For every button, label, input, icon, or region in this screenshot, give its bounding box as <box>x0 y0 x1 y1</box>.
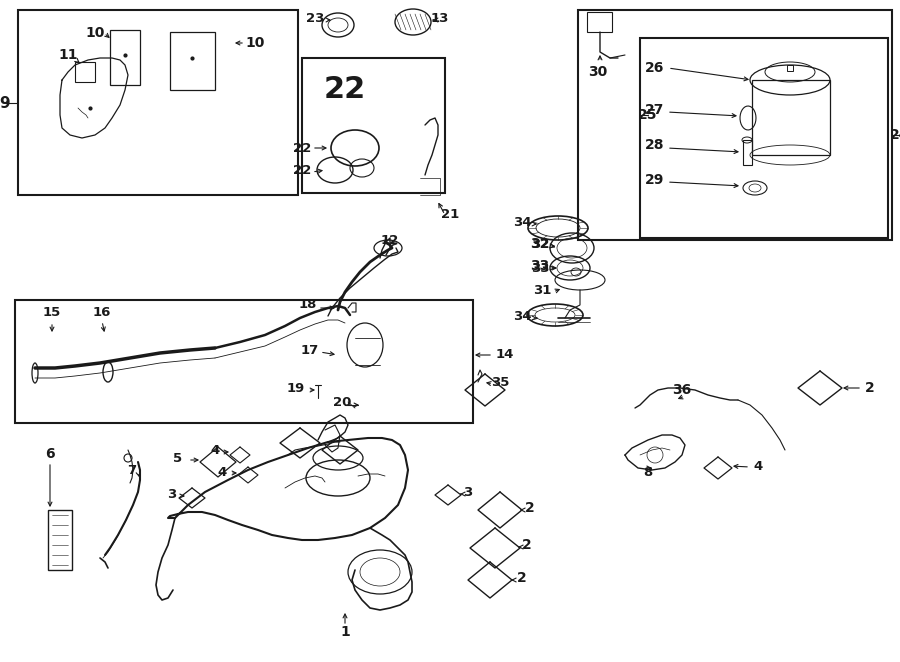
Text: 2: 2 <box>518 571 526 585</box>
Text: 20: 20 <box>333 397 351 410</box>
Text: 4: 4 <box>218 465 227 479</box>
Text: 17: 17 <box>301 344 320 357</box>
Text: 23: 23 <box>306 11 324 24</box>
Text: 33: 33 <box>531 261 549 275</box>
Text: 1: 1 <box>340 625 350 639</box>
Text: 35: 35 <box>491 375 509 389</box>
Text: 33: 33 <box>530 259 550 273</box>
Text: 15: 15 <box>43 307 61 320</box>
Text: 3: 3 <box>167 489 176 502</box>
Text: 32: 32 <box>531 238 549 250</box>
Text: 2: 2 <box>522 538 532 552</box>
Text: 22: 22 <box>324 75 366 105</box>
Text: 24: 24 <box>890 128 900 142</box>
Text: 6: 6 <box>45 447 55 461</box>
Text: 31: 31 <box>533 283 551 297</box>
Bar <box>578 10 892 240</box>
Text: 25: 25 <box>638 108 658 122</box>
Text: 2: 2 <box>865 381 875 395</box>
Text: 21: 21 <box>441 209 459 222</box>
Bar <box>110 30 140 85</box>
Text: 32: 32 <box>530 237 550 251</box>
Text: 16: 16 <box>93 305 112 318</box>
Text: 7: 7 <box>128 463 137 477</box>
Text: 30: 30 <box>589 65 608 79</box>
Text: 8: 8 <box>644 465 652 479</box>
Bar <box>48 510 72 570</box>
Bar <box>587 12 612 32</box>
Bar <box>15 300 473 423</box>
Text: 3: 3 <box>464 485 472 498</box>
Text: 11: 11 <box>58 48 77 62</box>
Text: 22: 22 <box>292 164 311 177</box>
Text: 10: 10 <box>86 26 104 40</box>
Bar <box>743 140 752 165</box>
Text: 36: 36 <box>672 383 691 397</box>
Text: 4: 4 <box>211 444 220 457</box>
Text: 29: 29 <box>645 173 665 187</box>
Text: 13: 13 <box>431 11 449 24</box>
Bar <box>170 32 215 90</box>
Text: 9: 9 <box>0 95 10 111</box>
Text: 14: 14 <box>496 348 514 361</box>
Bar <box>640 38 888 238</box>
Bar <box>302 58 445 193</box>
Text: 18: 18 <box>299 299 317 312</box>
Bar <box>752 80 830 155</box>
Text: 27: 27 <box>645 103 665 117</box>
Text: 34: 34 <box>513 216 531 228</box>
Text: 4: 4 <box>753 459 762 473</box>
Text: 5: 5 <box>174 451 183 465</box>
Text: 19: 19 <box>287 381 305 395</box>
Text: 12: 12 <box>381 234 399 246</box>
Text: 28: 28 <box>645 138 665 152</box>
Text: 2: 2 <box>525 501 535 515</box>
Text: 26: 26 <box>645 61 665 75</box>
Bar <box>18 10 298 195</box>
Text: 34: 34 <box>513 310 531 322</box>
Bar <box>75 62 95 82</box>
Text: 22: 22 <box>292 142 311 154</box>
Text: 10: 10 <box>246 36 265 50</box>
